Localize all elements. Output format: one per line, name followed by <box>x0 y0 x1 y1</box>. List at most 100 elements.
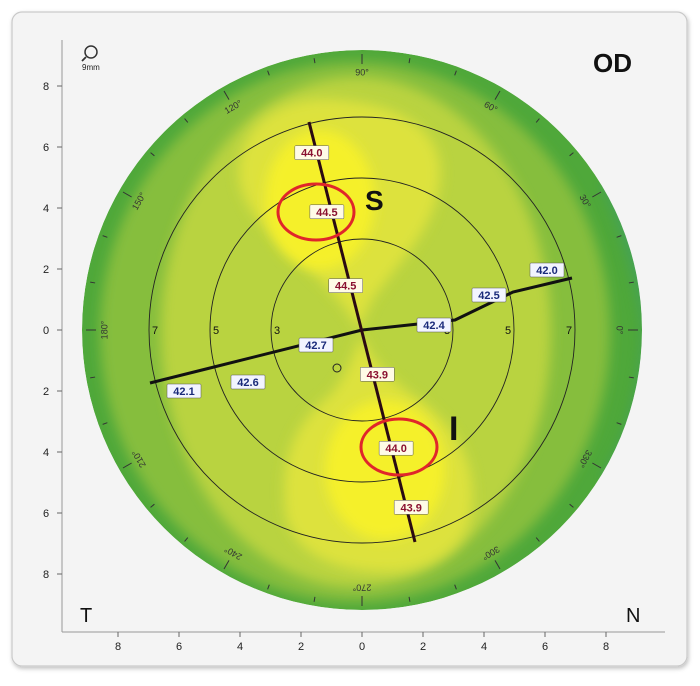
y-tick-label: 2 <box>43 264 49 276</box>
ring-5mm <box>209 177 515 483</box>
flat-meridian-nasal <box>361 276 573 332</box>
k-reading: 43.9 <box>367 369 388 381</box>
y-tick-label: 0 <box>43 325 49 337</box>
k-reading: 42.1 <box>173 386 194 398</box>
degree-ticks <box>86 54 638 606</box>
k-reading: 42.5 <box>478 290 499 302</box>
temporal-label: T <box>80 605 92 627</box>
degree-tick <box>535 537 540 542</box>
degree-tick <box>313 596 316 602</box>
magnifier-icon[interactable] <box>84 45 98 59</box>
x-tick-label: 0 <box>359 641 365 653</box>
value-box <box>166 383 202 399</box>
value-box <box>393 500 429 515</box>
k-reading: 42.7 <box>305 340 326 352</box>
ring-3mm <box>270 238 454 422</box>
value-box <box>378 440 414 456</box>
x-tick-label: 6 <box>176 641 182 653</box>
degree-tick <box>122 191 132 198</box>
degree-tick <box>569 503 574 508</box>
degree-tick <box>408 596 411 602</box>
degree-tick <box>592 191 602 198</box>
degree-label: 0° <box>615 326 625 335</box>
y-tick-label: 6 <box>43 142 49 154</box>
x-tick-label: 6 <box>542 641 548 653</box>
degree-tick <box>267 584 270 590</box>
degree-label: 180° <box>99 320 109 339</box>
k-reading: 44.0 <box>301 148 322 160</box>
degree-tick <box>90 281 96 284</box>
y-tick-label: 6 <box>43 508 49 520</box>
degree-tick <box>454 70 457 76</box>
degree-tick <box>150 152 155 157</box>
steep-meridian <box>307 121 417 543</box>
degree-tick <box>616 422 622 425</box>
x-tick-label: 4 <box>481 641 487 653</box>
value-box <box>471 287 507 303</box>
zoom-control[interactable]: 9mm <box>81 45 100 72</box>
degree-label: 270° <box>352 583 371 593</box>
k-reading: 42.0 <box>536 265 557 277</box>
y-tick-label: 2 <box>43 386 49 398</box>
degree-tick <box>122 462 132 469</box>
degree-tick <box>267 70 270 76</box>
keratometry-values: 44.0 44.5 44.5 43.9 44.0 43.9 42.4 42.5 42.0 42.7… <box>166 145 565 515</box>
y-tick-label: 8 <box>43 81 49 93</box>
degree-tick <box>150 503 155 508</box>
k-reading: 44.5 <box>335 281 356 293</box>
degree-tick <box>408 58 411 64</box>
degree-tick <box>616 235 622 238</box>
x-axis-ticks: 8 6 4 2 0 2 4 6 8 <box>115 632 609 653</box>
degree-tick <box>102 422 108 425</box>
value-box <box>294 145 330 160</box>
highlight-circle-superior <box>276 182 356 242</box>
value-box <box>328 278 363 293</box>
degree-tick <box>184 118 189 123</box>
zone-label-inferior: I <box>449 410 458 448</box>
degree-tick <box>569 152 574 157</box>
degree-tick <box>90 376 96 379</box>
zone-label-superior: S <box>365 185 384 216</box>
ring-label: 5 <box>213 325 219 337</box>
degree-tick <box>592 462 602 469</box>
nasal-label: N <box>626 605 640 627</box>
degree-tick <box>628 376 634 379</box>
degree-label: 90° <box>355 67 369 77</box>
x-tick-label: 8 <box>603 641 609 653</box>
value-box <box>529 262 565 278</box>
magnifier-handle <box>81 56 87 62</box>
degree-tick <box>535 118 540 123</box>
value-box <box>309 204 345 220</box>
degree-tick <box>494 560 501 570</box>
y-tick-label: 4 <box>43 447 49 459</box>
x-tick-label: 8 <box>115 641 121 653</box>
x-tick-label: 4 <box>237 641 243 653</box>
y-axis-ticks: 8 6 4 2 0 2 4 6 8 <box>43 81 62 581</box>
degree-tick <box>223 90 230 100</box>
x-tick-label: 2 <box>420 641 426 653</box>
value-box <box>416 317 452 333</box>
degree-tick <box>223 560 230 570</box>
ring-label: 5 <box>505 325 511 337</box>
ring-label: 3 <box>274 325 280 337</box>
k-reading: 42.6 <box>237 377 258 389</box>
eye-label: OD <box>593 48 632 78</box>
k-reading: 44.5 <box>316 207 337 219</box>
y-tick-label: 4 <box>43 203 49 215</box>
k-reading: 44.0 <box>385 443 406 455</box>
highlight-circle-inferior <box>359 417 439 477</box>
degree-tick <box>184 537 189 542</box>
k-reading: 42.4 <box>423 320 445 332</box>
x-tick-label: 2 <box>298 641 304 653</box>
value-box <box>360 367 395 382</box>
degree-tick <box>313 58 316 64</box>
k-reading: 43.9 <box>400 502 421 514</box>
degree-tick <box>628 281 634 284</box>
ring-7mm <box>148 116 576 544</box>
scale-label: 9mm <box>82 63 100 72</box>
degree-tick <box>454 584 457 590</box>
y-tick-label: 8 <box>43 569 49 581</box>
degree-tick <box>102 235 108 238</box>
value-box <box>230 374 266 390</box>
